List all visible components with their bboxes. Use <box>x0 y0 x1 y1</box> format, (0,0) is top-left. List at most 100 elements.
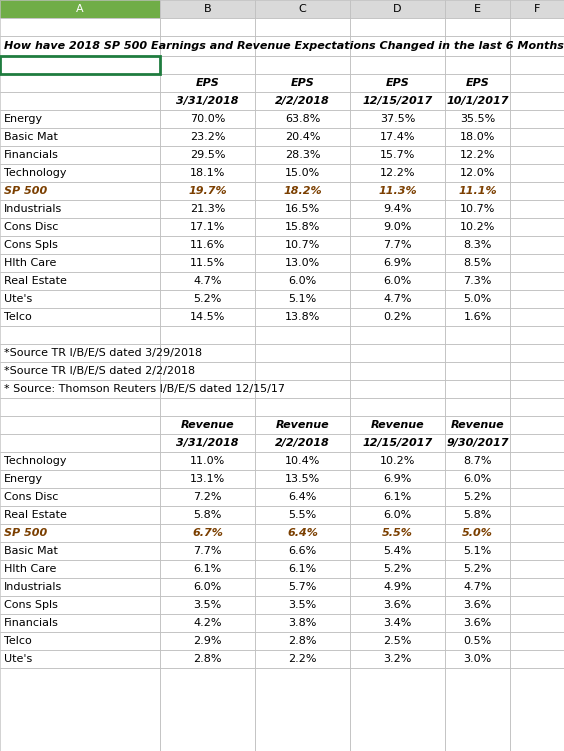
Bar <box>510 668 564 751</box>
Text: 12/15/2017: 12/15/2017 <box>363 96 433 106</box>
Bar <box>445 92 510 110</box>
Bar <box>350 362 445 380</box>
Bar <box>0 182 160 200</box>
Text: 17.4%: 17.4% <box>380 132 415 142</box>
Text: 0.5%: 0.5% <box>464 636 492 646</box>
Bar <box>160 488 255 506</box>
Bar <box>255 146 350 164</box>
Bar <box>445 416 510 434</box>
Text: SP 500: SP 500 <box>4 186 47 196</box>
Bar <box>350 452 445 470</box>
Bar <box>445 596 510 614</box>
Bar <box>510 146 564 164</box>
Bar <box>160 578 255 596</box>
Text: 11.0%: 11.0% <box>190 456 225 466</box>
Bar <box>350 650 445 668</box>
Bar <box>160 668 255 751</box>
Text: Technology: Technology <box>4 456 67 466</box>
Bar <box>445 146 510 164</box>
Bar <box>255 632 350 650</box>
Bar <box>0 128 160 146</box>
Bar <box>0 0 160 18</box>
Bar <box>445 542 510 560</box>
Bar <box>255 542 350 560</box>
Text: 21.3%: 21.3% <box>190 204 225 214</box>
Text: 6.4%: 6.4% <box>288 492 317 502</box>
Text: Energy: Energy <box>4 114 43 124</box>
Text: Technology: Technology <box>4 168 67 178</box>
Text: E: E <box>474 4 481 14</box>
Bar <box>350 416 445 434</box>
Text: 3.5%: 3.5% <box>288 600 316 610</box>
Text: EPS: EPS <box>466 78 490 88</box>
Text: 2.9%: 2.9% <box>193 636 222 646</box>
Bar <box>160 236 255 254</box>
Bar <box>510 542 564 560</box>
Bar <box>350 254 445 272</box>
Bar <box>350 506 445 524</box>
Text: Revenue: Revenue <box>180 420 234 430</box>
Bar <box>255 36 350 56</box>
Text: Telco: Telco <box>4 636 32 646</box>
Bar <box>510 488 564 506</box>
Bar <box>160 632 255 650</box>
Text: 1.6%: 1.6% <box>464 312 492 322</box>
Text: 5.5%: 5.5% <box>382 528 413 538</box>
Bar <box>350 128 445 146</box>
Bar <box>160 560 255 578</box>
Text: 16.5%: 16.5% <box>285 204 320 214</box>
Bar <box>445 200 510 218</box>
Text: 5.2%: 5.2% <box>193 294 222 304</box>
Bar <box>160 146 255 164</box>
Text: 4.7%: 4.7% <box>463 582 492 592</box>
Bar <box>350 308 445 326</box>
Text: 7.2%: 7.2% <box>193 492 222 502</box>
Bar <box>255 308 350 326</box>
Bar <box>0 524 160 542</box>
Text: 9/30/2017: 9/30/2017 <box>446 438 509 448</box>
Bar <box>0 56 160 74</box>
Bar <box>510 560 564 578</box>
Text: Hlth Care: Hlth Care <box>4 258 56 268</box>
Bar <box>350 164 445 182</box>
Bar <box>160 434 255 452</box>
Bar <box>350 668 445 751</box>
Bar <box>255 578 350 596</box>
Bar <box>0 110 160 128</box>
Bar <box>350 56 445 74</box>
Bar <box>445 326 510 344</box>
Text: 13.5%: 13.5% <box>285 474 320 484</box>
Bar <box>445 182 510 200</box>
Text: 4.7%: 4.7% <box>193 276 222 286</box>
Bar <box>445 308 510 326</box>
Bar <box>160 650 255 668</box>
Text: 11.6%: 11.6% <box>190 240 225 250</box>
Bar <box>0 632 160 650</box>
Text: 2.8%: 2.8% <box>193 654 222 664</box>
Bar <box>0 56 160 74</box>
Bar <box>445 434 510 452</box>
Bar <box>255 236 350 254</box>
Bar <box>255 362 350 380</box>
Text: 3.5%: 3.5% <box>193 600 222 610</box>
Bar <box>510 36 564 56</box>
Bar <box>160 164 255 182</box>
Text: Hlth Care: Hlth Care <box>4 564 56 574</box>
Bar <box>160 398 255 416</box>
Text: 8.3%: 8.3% <box>463 240 492 250</box>
Bar <box>0 326 160 344</box>
Text: 6.9%: 6.9% <box>384 474 412 484</box>
Bar <box>255 0 350 18</box>
Bar <box>510 272 564 290</box>
Text: 6.4%: 6.4% <box>287 528 318 538</box>
Text: 3.6%: 3.6% <box>384 600 412 610</box>
Bar <box>350 36 445 56</box>
Bar <box>0 578 160 596</box>
Text: 3/31/2018: 3/31/2018 <box>176 438 239 448</box>
Bar <box>350 110 445 128</box>
Bar <box>445 506 510 524</box>
Text: EPS: EPS <box>386 78 409 88</box>
Text: 18.1%: 18.1% <box>190 168 225 178</box>
Bar <box>160 272 255 290</box>
Bar <box>255 74 350 92</box>
